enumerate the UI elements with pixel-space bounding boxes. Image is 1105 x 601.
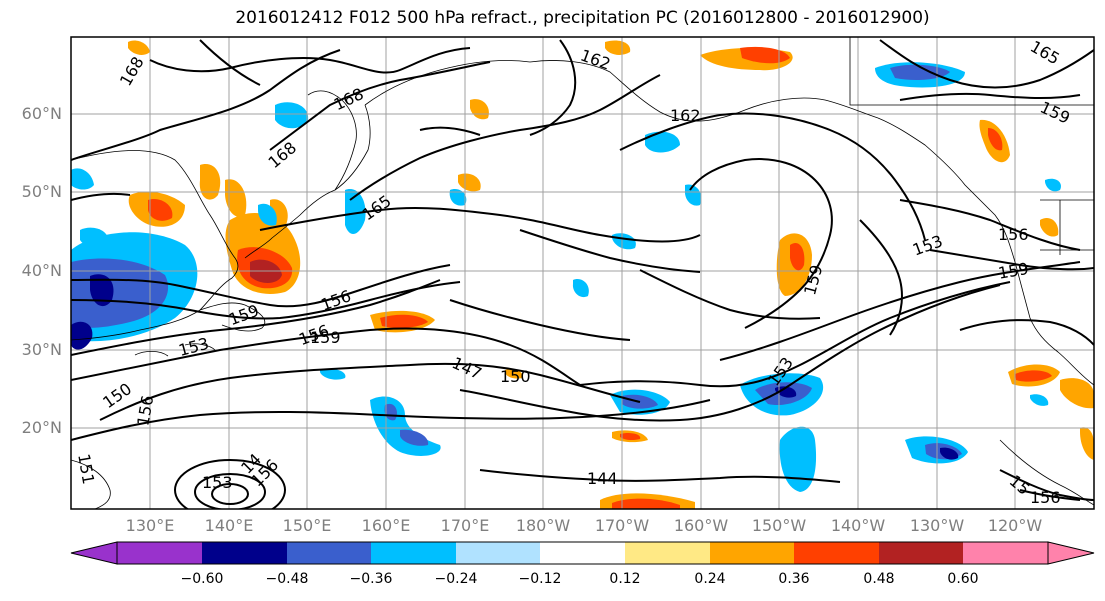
precip-blob [380,314,428,329]
precip-blob [449,189,467,206]
colorbar-segment [794,542,879,564]
precip-blob [1040,217,1059,237]
precip-blob [225,179,247,218]
colorbar-label: −0.24 [434,571,478,587]
coastlines [71,37,1094,509]
colorbar-label: −0.60 [180,571,224,587]
lon-label: 170°E [440,516,490,535]
precip-blob [148,199,173,221]
precip-blob [1030,394,1049,406]
lon-label: 150°E [282,516,332,535]
precip-blob [1045,178,1061,192]
colorbar-segment [879,542,963,564]
lon-label: 130°W [909,516,965,535]
colorbar-segment [710,542,794,564]
colorbar-label: −0.36 [349,571,393,587]
contour-label: 150 [500,367,531,386]
precipitation-field [71,40,1094,509]
colorbar-label: 0.48 [863,571,895,587]
precip-blob [320,368,346,380]
lat-label: 20°N [21,418,62,437]
contour-label: 159 [310,328,341,347]
lon-label: 150°W [751,516,807,535]
precip-blob [1080,427,1094,460]
colorbar-label: 0.60 [947,571,979,587]
map-title: 2016012412 F012 500 hPa refract., precip… [235,8,930,28]
lat-label: 30°N [21,340,62,359]
precip-blob [458,173,481,192]
precip-blob [612,498,680,509]
precip-blob [275,102,309,129]
colorbar-extend-low [70,541,118,565]
colorbar-label: 0.24 [694,571,726,587]
colorbar-segment [202,542,287,564]
refractivity-contours [71,39,1094,509]
lon-label: 130°E [125,516,175,535]
contour-label: 162 [670,106,701,125]
precip-blob [258,203,277,226]
precip-blob [128,40,150,55]
precip-blob [940,447,959,460]
colorbar [70,541,1095,565]
contour-label: 156 [998,225,1029,244]
precip-blob [988,128,1003,151]
precip-blob [890,64,950,80]
precip-blob [71,321,93,350]
map-plot-area: 168 168 168 165 162 162 165 156 159 159 … [71,37,1094,509]
lon-label: 120°W [987,516,1043,535]
lat-label: 50°N [21,182,62,201]
precip-blob [572,279,589,298]
map-gridlines [71,37,1094,509]
contour-label: 153 [202,473,233,492]
precip-blob [605,40,631,55]
contour-label: 144 [587,469,618,488]
colorbar-segment [625,542,710,564]
lon-label: 160°E [361,516,411,535]
lon-label: 170°W [594,516,650,535]
precip-blob [400,429,429,446]
colorbar-segment [456,542,540,564]
precip-blob [1015,370,1052,382]
precip-blob [1060,378,1094,409]
lon-label: 140°W [830,516,886,535]
lat-label: 40°N [21,261,62,280]
precip-blob [790,242,805,271]
contour-label: 156 [1030,488,1061,507]
colorbar-label: −0.48 [265,571,309,587]
colorbar-segment [963,542,1048,564]
precip-blob [90,274,114,307]
precip-blob [345,189,366,235]
lon-label: 140°E [204,516,254,535]
precip-blob [684,184,702,206]
precip-blob [740,46,790,64]
precip-blob [505,369,523,379]
precip-blob [775,386,797,398]
precip-blob [779,426,817,492]
map-frame [70,36,1095,510]
precip-blob [620,432,641,441]
colorbar-label: −0.12 [518,571,562,587]
lon-label: 180°W [515,516,571,535]
precip-blob [80,227,109,248]
lat-label: 60°N [21,104,62,123]
lon-label: 160°W [673,516,729,535]
colorbar-extend-high [1047,541,1095,565]
colorbar-segment [371,542,456,564]
precip-blob [71,168,94,190]
precip-blob [199,164,221,200]
colorbar-segment [117,542,202,564]
colorbar-segment [540,542,625,564]
colorbar-label: 0.12 [609,571,641,587]
colorbar-label: 0.36 [778,571,810,587]
colorbar-segment [287,542,371,564]
precip-blob [645,131,680,153]
